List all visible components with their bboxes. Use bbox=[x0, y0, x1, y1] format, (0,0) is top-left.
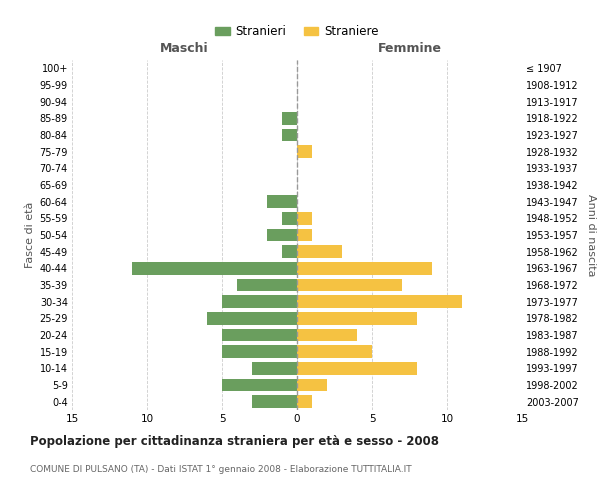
Bar bbox=[297, 362, 417, 374]
Bar bbox=[297, 346, 372, 358]
Bar bbox=[297, 396, 312, 408]
Text: COMUNE DI PULSANO (TA) - Dati ISTAT 1° gennaio 2008 - Elaborazione TUTTITALIA.IT: COMUNE DI PULSANO (TA) - Dati ISTAT 1° g… bbox=[30, 465, 412, 474]
Bar bbox=[297, 229, 312, 241]
Bar bbox=[282, 212, 297, 224]
Bar bbox=[132, 262, 297, 274]
Bar bbox=[222, 296, 297, 308]
Text: Maschi: Maschi bbox=[160, 42, 209, 55]
Y-axis label: Anni di nascita: Anni di nascita bbox=[586, 194, 596, 276]
Legend: Stranieri, Straniere: Stranieri, Straniere bbox=[211, 20, 383, 43]
Bar bbox=[297, 212, 312, 224]
Bar bbox=[282, 112, 297, 124]
Bar bbox=[267, 196, 297, 208]
Bar bbox=[222, 379, 297, 391]
Bar bbox=[297, 279, 402, 291]
Bar bbox=[222, 346, 297, 358]
Text: Femmine: Femmine bbox=[377, 42, 442, 55]
Bar bbox=[207, 312, 297, 324]
Bar bbox=[297, 329, 357, 341]
Bar bbox=[252, 362, 297, 374]
Bar bbox=[297, 246, 342, 258]
Bar bbox=[252, 396, 297, 408]
Y-axis label: Fasce di età: Fasce di età bbox=[25, 202, 35, 268]
Bar bbox=[282, 246, 297, 258]
Bar bbox=[297, 312, 417, 324]
Bar bbox=[297, 296, 462, 308]
Bar bbox=[297, 379, 327, 391]
Bar bbox=[297, 146, 312, 158]
Bar bbox=[267, 229, 297, 241]
Bar bbox=[222, 329, 297, 341]
Bar bbox=[237, 279, 297, 291]
Bar bbox=[282, 128, 297, 141]
Text: Popolazione per cittadinanza straniera per età e sesso - 2008: Popolazione per cittadinanza straniera p… bbox=[30, 435, 439, 448]
Bar bbox=[297, 262, 432, 274]
